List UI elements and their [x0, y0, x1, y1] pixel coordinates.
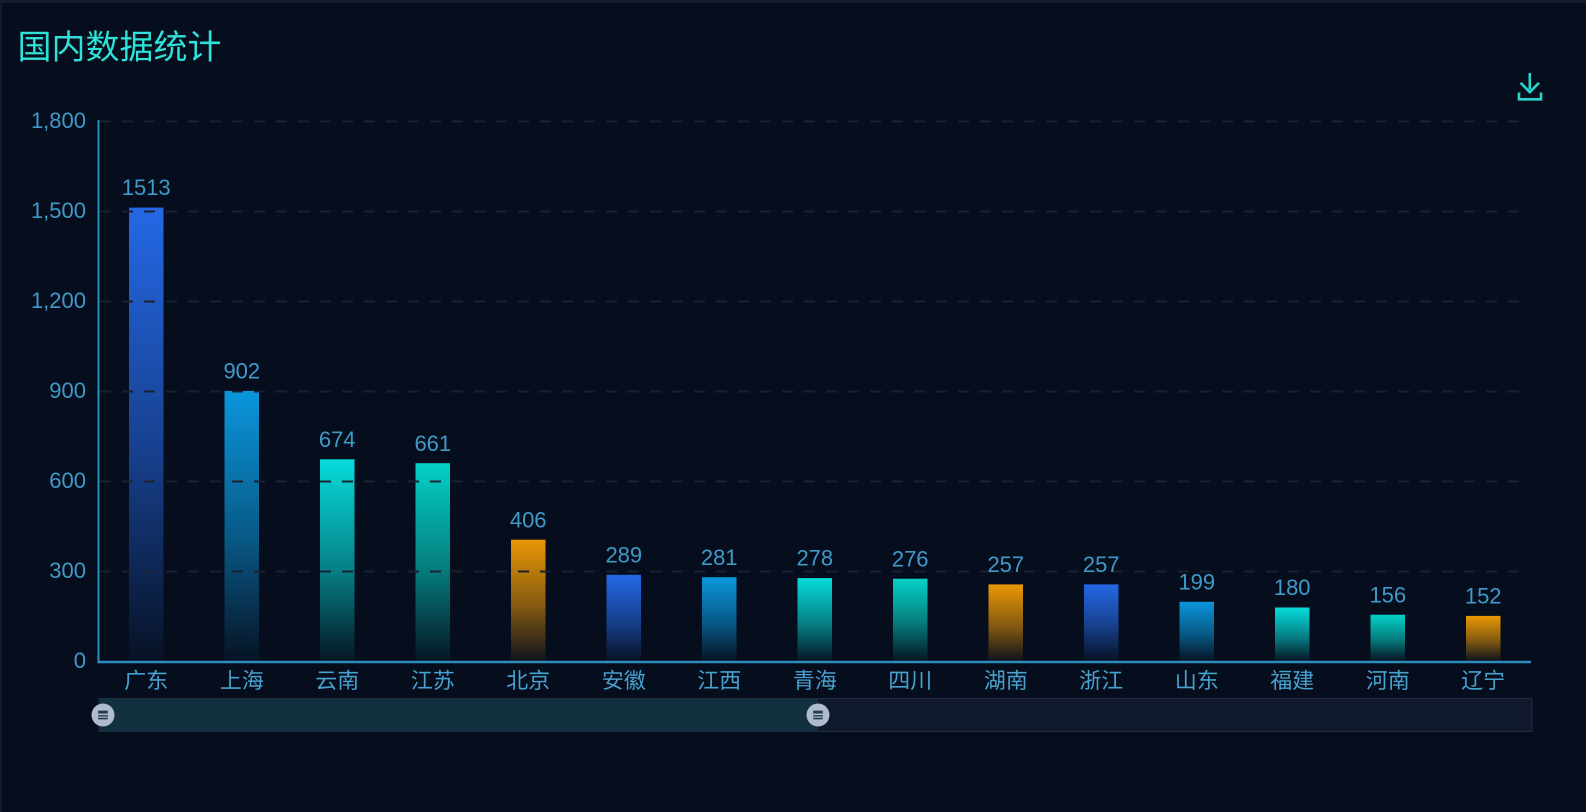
svg-text:152: 152	[1465, 584, 1502, 609]
svg-text:600: 600	[49, 468, 86, 493]
svg-text:900: 900	[49, 378, 86, 403]
svg-text:257: 257	[987, 552, 1024, 577]
svg-text:278: 278	[796, 546, 833, 571]
svg-text:1,500: 1,500	[31, 198, 86, 223]
svg-text:661: 661	[414, 431, 451, 456]
svg-text:406: 406	[510, 507, 547, 532]
svg-text:180: 180	[1274, 575, 1311, 600]
svg-text:902: 902	[223, 359, 260, 384]
svg-text:199: 199	[1178, 569, 1215, 594]
svg-text:281: 281	[701, 545, 738, 570]
svg-text:276: 276	[892, 546, 929, 571]
svg-text:257: 257	[1083, 552, 1120, 577]
svg-text:300: 300	[49, 558, 86, 583]
svg-text:1,200: 1,200	[31, 288, 86, 313]
svg-text:1513: 1513	[122, 175, 171, 200]
svg-text:289: 289	[605, 542, 642, 567]
svg-text:156: 156	[1369, 582, 1406, 607]
svg-text:1,800: 1,800	[31, 108, 86, 133]
svg-text:0: 0	[74, 648, 86, 673]
svg-text:674: 674	[319, 427, 356, 452]
